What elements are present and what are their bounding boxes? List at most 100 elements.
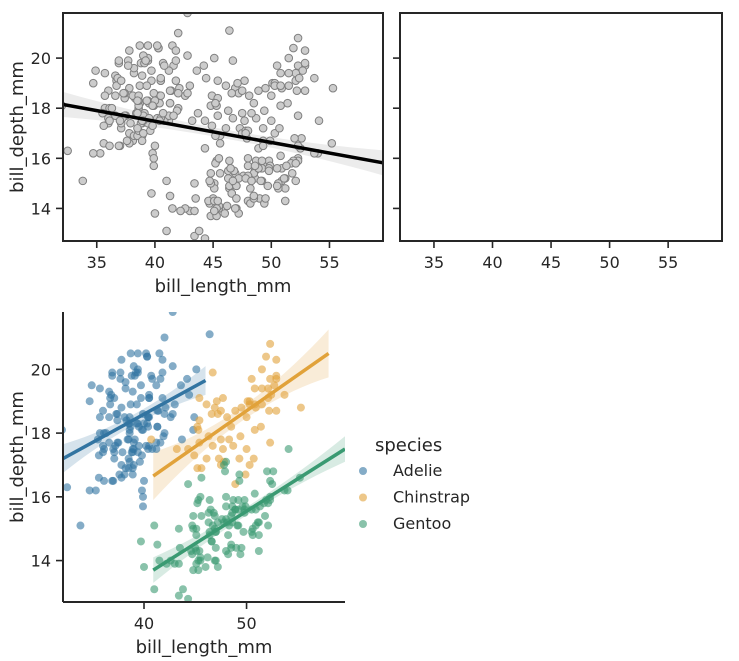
tl-data-point bbox=[240, 76, 249, 85]
tl-data-point bbox=[137, 136, 147, 146]
tl-data-point bbox=[135, 81, 145, 90]
tl-data-point bbox=[249, 191, 259, 201]
b-point-gentoo bbox=[263, 467, 272, 476]
tl-x-tick-label: 35 bbox=[87, 253, 107, 272]
b-point-chinstrap bbox=[241, 470, 250, 479]
tl-x-ticks: 35 40 45 50 55 bbox=[87, 241, 340, 272]
b-point-gentoo bbox=[150, 585, 159, 594]
tl-data-point bbox=[111, 91, 120, 100]
b-point-adelie bbox=[153, 422, 162, 431]
tl-data-point bbox=[249, 98, 259, 108]
tr-x-tick-label: 35 bbox=[424, 253, 444, 272]
b-point-chinstrap bbox=[257, 365, 266, 374]
b-point-chinstrap bbox=[296, 403, 305, 412]
b-point-chinstrap bbox=[236, 432, 245, 441]
tl-data-point bbox=[169, 111, 178, 121]
b-point-chinstrap bbox=[266, 438, 275, 447]
b-y-tick-label: 18 bbox=[31, 424, 51, 443]
tl-data-point bbox=[78, 176, 88, 186]
tl-data-point bbox=[114, 56, 124, 65]
b-point-gentoo bbox=[184, 594, 193, 602]
b-point-gentoo bbox=[221, 467, 230, 476]
b-point-adelie bbox=[161, 403, 170, 412]
b-point-gentoo bbox=[174, 559, 183, 568]
legend-marker-adelie bbox=[359, 467, 367, 475]
tl-data-point bbox=[276, 81, 285, 90]
tl-x-axis-label: bill_length_mm bbox=[155, 276, 292, 297]
b-point-adelie bbox=[100, 445, 109, 454]
b-point-chinstrap bbox=[190, 451, 199, 460]
b-point-chinstrap bbox=[250, 384, 259, 393]
b-point-gentoo bbox=[150, 521, 159, 530]
b-point-gentoo bbox=[213, 562, 222, 571]
b-point-gentoo bbox=[264, 499, 273, 508]
tl-data-point bbox=[294, 73, 304, 83]
tl-scatter-layer bbox=[63, 13, 338, 241]
tl-data-point bbox=[257, 156, 267, 166]
b-point-chinstrap bbox=[193, 464, 202, 473]
tr-x-ticks: 35 40 45 50 55 bbox=[424, 241, 678, 272]
b-point-adelie bbox=[110, 394, 119, 403]
b-regression-chinstrap bbox=[152, 351, 330, 478]
b-point-gentoo bbox=[188, 521, 197, 530]
b-point-adelie bbox=[117, 355, 126, 364]
b-point-chinstrap bbox=[237, 403, 246, 412]
b-point-gentoo bbox=[175, 543, 184, 552]
tl-data-point bbox=[159, 61, 169, 70]
b-point-gentoo bbox=[239, 527, 248, 536]
b-point-adelie bbox=[176, 381, 185, 390]
tl-data-point bbox=[284, 81, 294, 90]
b-point-gentoo bbox=[140, 562, 149, 571]
b-point-gentoo bbox=[136, 537, 145, 546]
b-point-gentoo bbox=[178, 585, 187, 594]
tl-data-point bbox=[149, 161, 159, 171]
tl-data-point bbox=[290, 133, 299, 143]
tl-data-point bbox=[276, 101, 285, 111]
tl-data-point bbox=[260, 106, 269, 116]
b-point-adelie bbox=[158, 355, 167, 364]
b-point-gentoo bbox=[224, 531, 233, 540]
tl-data-point bbox=[125, 46, 134, 55]
tl-data-point bbox=[279, 174, 289, 183]
b-point-chinstrap bbox=[262, 352, 271, 361]
b-y-axis-label: bill_depth_mm bbox=[7, 391, 28, 523]
b-point-chinstrap bbox=[264, 384, 273, 393]
tl-y-tick-label: 14 bbox=[31, 199, 51, 218]
tl-data-point bbox=[149, 154, 159, 163]
b-point-adelie bbox=[168, 409, 177, 418]
tl-data-point bbox=[209, 53, 219, 63]
tl-data-point bbox=[228, 176, 238, 186]
legend-label-adelie: Adelie bbox=[393, 461, 442, 480]
b-point-adelie bbox=[140, 419, 149, 428]
b-point-chinstrap bbox=[195, 416, 204, 425]
tl-regression-layer bbox=[63, 102, 383, 165]
b-point-adelie bbox=[132, 400, 141, 409]
tl-y-axis-label: bill_depth_mm bbox=[7, 61, 28, 193]
tl-data-point bbox=[116, 76, 126, 85]
tl-data-point bbox=[147, 66, 156, 75]
b-point-gentoo bbox=[269, 467, 278, 476]
tl-data-point bbox=[150, 209, 160, 218]
b-point-chinstrap bbox=[207, 409, 216, 418]
b-point-adelie bbox=[126, 349, 135, 358]
tl-data-point bbox=[215, 169, 225, 178]
b-point-gentoo bbox=[222, 502, 231, 511]
tl-data-point bbox=[254, 86, 263, 95]
tl-data-point bbox=[148, 101, 157, 111]
tl-data-point bbox=[221, 123, 231, 133]
top-left-panel: 35 40 45 50 55 14 16 18 20 bill_length_mm bill_… bbox=[7, 12, 384, 297]
tl-data-point bbox=[133, 123, 142, 133]
tr-axes-frame bbox=[399, 12, 723, 242]
tl-data-point bbox=[227, 88, 237, 98]
legend-title: species bbox=[375, 435, 442, 456]
tl-data-point bbox=[232, 194, 241, 203]
tl-data-point bbox=[190, 179, 199, 188]
b-point-chinstrap bbox=[265, 406, 274, 415]
b-x-ticks: 40 50 bbox=[134, 602, 257, 633]
tl-data-point bbox=[237, 108, 247, 118]
tl-data-point bbox=[247, 108, 256, 118]
b-point-adelie bbox=[156, 438, 165, 447]
b-point-adelie bbox=[87, 381, 96, 390]
b-point-adelie bbox=[137, 451, 146, 460]
